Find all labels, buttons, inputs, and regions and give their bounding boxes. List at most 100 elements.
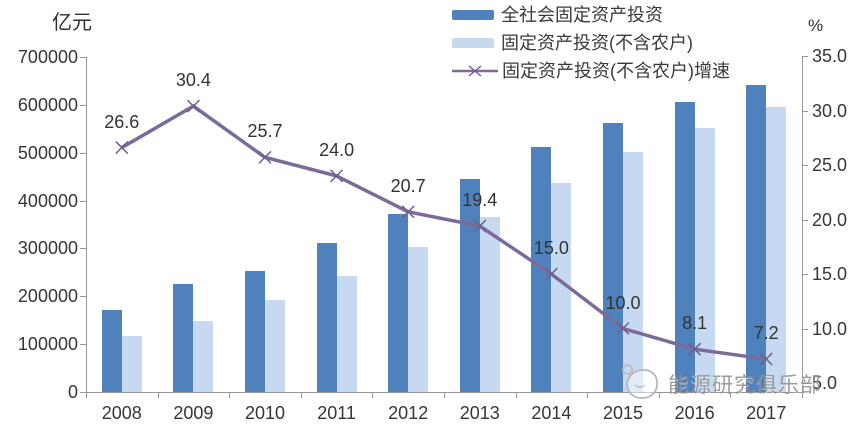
right-axis-tick	[802, 110, 808, 112]
right-axis-tick-label: 10.0	[812, 318, 848, 339]
line-marker-x-icon	[115, 141, 129, 155]
left-axis-tick	[80, 296, 86, 298]
growth-point-label: 26.6	[104, 111, 140, 132]
right-axis-tick-label: 25.0	[812, 155, 848, 175]
x-axis-year-label: 2010	[244, 403, 286, 423]
left-axis-tick-label: 400000	[17, 190, 78, 211]
bar-total-investment	[101, 309, 122, 392]
line-marker-x-icon	[330, 169, 344, 183]
right-axis-tick-label: 15.0	[812, 264, 848, 284]
watermark-logo-icon	[622, 364, 658, 399]
legend: 全社会固定资产投资 固定资产投资(不含农户) 固定资产投资(不含农户)增速	[452, 1, 730, 85]
x-axis-year-label: 2012	[388, 403, 429, 423]
left-axis-tick	[80, 392, 86, 393]
growth-point-label: 25.7	[247, 121, 283, 142]
bar-investment-excl-rural	[265, 299, 285, 392]
left-axis-unit-label: 亿元	[52, 12, 92, 34]
right-axis-tick	[802, 165, 808, 166]
right-axis-tick	[802, 328, 808, 330]
right-axis-line	[802, 57, 803, 392]
left-axis-tick-label: 100000	[17, 334, 78, 355]
legend-label: 全社会固定资产投资	[501, 5, 663, 25]
bar-investment-excl-rural	[551, 183, 572, 392]
growth-point-label: 10.0	[605, 292, 641, 313]
bar-investment-excl-rural	[121, 336, 142, 392]
bar-total-investment	[245, 271, 265, 392]
bar-investment-excl-rural	[479, 217, 500, 392]
growth-point-label: 24.0	[319, 139, 355, 160]
growth-point-label: 19.4	[462, 190, 498, 211]
left-axis-tick	[80, 248, 86, 250]
line-marker-x-icon	[186, 99, 200, 113]
growth-point-label: 7.2	[753, 323, 779, 344]
right-axis-tick-label: 20.0	[812, 209, 848, 230]
x-axis-tick	[86, 392, 87, 398]
x-axis-tick	[300, 392, 302, 398]
right-axis-tick	[802, 219, 808, 221]
left-axis-tick	[80, 344, 86, 346]
watermark: 能源研究俱乐部	[622, 364, 822, 399]
legend-item-total-investment: 全社会固定资产投资	[452, 1, 730, 29]
bar-investment-excl-rural	[336, 276, 357, 392]
x-axis-tick	[658, 392, 660, 398]
bar-investment-excl-rural	[193, 321, 214, 392]
bar-total-investment	[388, 213, 409, 392]
x-axis-tick	[587, 392, 589, 398]
bar-total-investment	[531, 146, 552, 392]
growth-point-label: 20.7	[390, 175, 426, 196]
bar-investment-excl-rural	[766, 106, 787, 392]
x-axis-year-label: 2008	[101, 403, 142, 423]
right-axis-tick	[802, 274, 808, 275]
x-axis-tick	[730, 392, 732, 398]
left-axis-tick-label: 300000	[17, 238, 78, 259]
x-axis-tick	[802, 392, 803, 398]
x-axis-year-label: 2017	[746, 403, 787, 423]
bar-total-investment	[173, 284, 194, 392]
right-axis-tick-label: 5.0	[812, 373, 838, 393]
left-axis-tick	[80, 200, 86, 202]
x-axis-year-label: 2011	[317, 403, 356, 423]
legend-item-growth-rate: 固定资产投资(不含农户)增速	[452, 57, 730, 85]
legend-swatch-bar-dark	[452, 10, 494, 20]
watermark-text: 能源研究俱乐部	[668, 374, 822, 397]
right-axis-unit-label: %	[808, 16, 824, 35]
bar-total-investment	[603, 123, 623, 392]
right-axis-tick	[802, 383, 808, 384]
right-axis-tick-label: 35.0	[812, 46, 848, 66]
x-axis-tick	[372, 392, 374, 398]
x-axis-tick	[157, 392, 159, 398]
x-axis-year-label: 2009	[173, 403, 214, 423]
bar-total-investment	[459, 178, 480, 392]
bar-total-investment	[674, 101, 695, 392]
left-axis-tick-label: 700000	[17, 47, 78, 67]
left-axis-tick-label: 600000	[17, 94, 78, 115]
left-axis-tick-label: 200000	[17, 286, 78, 307]
legend-line-marker-icon	[452, 65, 498, 77]
growth-point-label: 15.0	[533, 238, 569, 258]
left-axis-tick-label: 0	[67, 382, 78, 402]
left-axis-tick	[80, 104, 86, 106]
x-axis-year-label: 2015	[602, 403, 644, 423]
legend-label: 固定资产投资(不含农户)	[501, 33, 693, 53]
left-axis-tick	[80, 57, 86, 58]
left-axis-line	[86, 57, 87, 392]
right-axis-tick	[802, 56, 808, 57]
x-axis-year-label: 2014	[531, 403, 572, 423]
bar-investment-excl-rural	[694, 127, 715, 392]
x-axis-tick	[515, 392, 517, 398]
x-axis-tick	[229, 392, 231, 398]
x-axis-year-label: 2013	[459, 403, 500, 423]
legend-swatch-line-marker	[452, 64, 498, 78]
bar-investment-excl-rural	[408, 246, 429, 392]
legend-item-investment-excl-rural: 固定资产投资(不含农户)	[452, 29, 730, 57]
x-axis-year-label: 2016	[674, 403, 715, 423]
growth-point-label: 8.1	[682, 313, 708, 334]
line-marker-x-icon	[258, 150, 272, 164]
left-axis-tick	[80, 152, 86, 154]
right-axis-tick-label: 30.0	[812, 100, 848, 121]
bar-total-investment	[746, 85, 767, 392]
x-axis-tick	[444, 392, 445, 398]
left-axis-tick-label: 500000	[17, 142, 78, 163]
legend-swatch-bar-light	[452, 38, 494, 48]
